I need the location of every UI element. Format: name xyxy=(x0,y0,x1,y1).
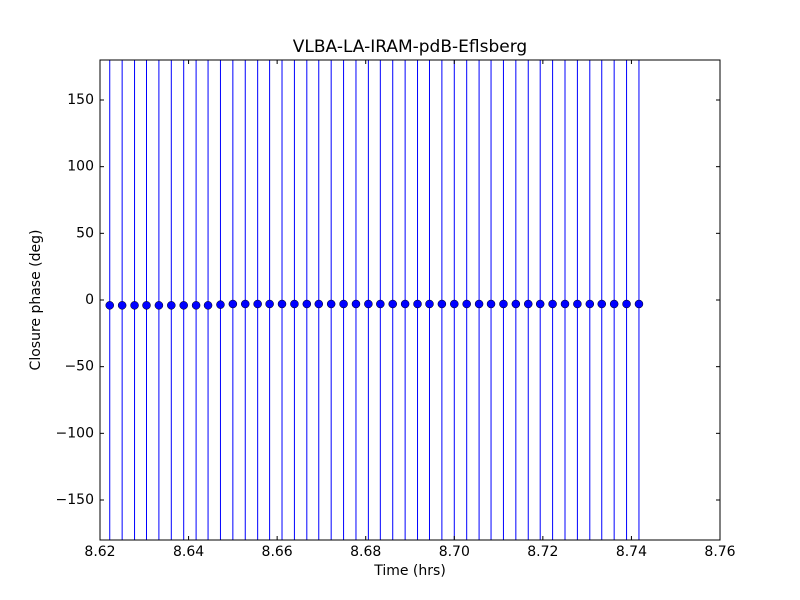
data-point xyxy=(130,301,139,310)
data-point xyxy=(388,299,397,309)
data-point xyxy=(425,299,434,309)
x-tick-label: 8.62 xyxy=(84,544,115,560)
x-axis-label: Time (hrs) xyxy=(373,563,446,579)
data-point xyxy=(437,299,447,309)
y-tick-label: −150 xyxy=(56,492,94,508)
data-point xyxy=(154,301,164,310)
data-point xyxy=(474,299,484,309)
data-point xyxy=(376,299,385,309)
x-tick-label: 8.72 xyxy=(527,544,558,560)
data-point xyxy=(228,299,238,309)
data-point xyxy=(265,299,274,309)
x-tick-label: 8.76 xyxy=(704,544,735,560)
data-point xyxy=(105,301,114,310)
y-tick-label: −100 xyxy=(56,425,94,441)
data-point xyxy=(302,299,312,309)
data-point xyxy=(179,301,188,310)
x-tick-label: 8.68 xyxy=(350,544,381,560)
data-point xyxy=(573,299,582,309)
data-point xyxy=(203,301,213,310)
y-tick-label: 0 xyxy=(85,292,94,308)
data-point xyxy=(167,301,176,310)
x-tick-label: 8.70 xyxy=(439,544,470,560)
data-point xyxy=(400,299,410,309)
y-tick-label: 150 xyxy=(67,92,94,108)
data-point xyxy=(523,299,533,309)
data-point xyxy=(290,299,299,309)
data-point xyxy=(413,299,422,309)
x-tick-label: 8.66 xyxy=(262,544,293,560)
data-point xyxy=(364,299,373,309)
data-point xyxy=(253,299,262,309)
data-point xyxy=(326,299,336,309)
data-point xyxy=(486,299,496,309)
chart-title: VLBA-LA-IRAM-pdB-Eflsberg xyxy=(293,37,527,57)
data-point xyxy=(450,299,459,309)
data-point xyxy=(241,299,250,309)
plot-area xyxy=(105,60,644,540)
data-point xyxy=(142,301,151,310)
data-point xyxy=(191,301,201,310)
data-point xyxy=(499,299,508,309)
y-tick-label: 100 xyxy=(67,159,94,175)
y-tick-label: 50 xyxy=(76,225,94,241)
data-point xyxy=(634,299,644,309)
data-point xyxy=(560,299,570,309)
x-tick-label: 8.74 xyxy=(616,544,647,560)
data-point xyxy=(585,299,595,309)
data-point xyxy=(511,299,521,309)
data-point xyxy=(339,299,348,309)
data-point xyxy=(117,301,127,310)
data-point xyxy=(216,300,225,309)
data-point xyxy=(548,299,557,309)
y-tick-label: −50 xyxy=(64,359,94,375)
data-point xyxy=(622,299,631,309)
data-point xyxy=(351,299,361,309)
x-tick-label: 8.64 xyxy=(173,544,204,560)
data-point xyxy=(462,299,471,309)
data-point xyxy=(609,299,619,309)
y-axis-label: Closure phase (deg) xyxy=(28,230,44,371)
data-point xyxy=(535,299,545,309)
data-point xyxy=(277,299,287,309)
data-point xyxy=(597,299,607,309)
data-point xyxy=(314,299,324,309)
